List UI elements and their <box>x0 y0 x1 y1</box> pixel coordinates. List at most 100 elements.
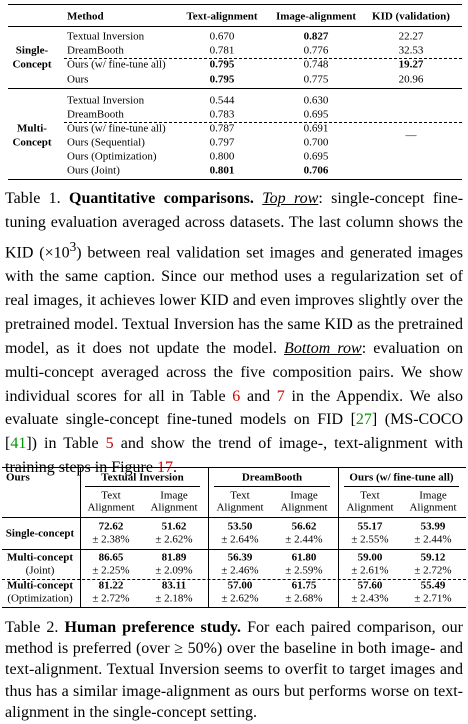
cell-value: — <box>405 129 417 142</box>
caption-text <box>254 190 262 207</box>
cell-value: 0.783 <box>209 108 235 121</box>
cell-value: 0.630 <box>303 94 329 107</box>
group-header: Ours (w/ fine-tune all) <box>349 471 454 484</box>
sub-header: Alignment <box>280 501 328 514</box>
rule <box>2 467 466 468</box>
rule <box>8 4 462 5</box>
cell-value: 0.795 <box>209 58 235 71</box>
group-label: Single- <box>15 44 49 57</box>
rule <box>214 486 330 487</box>
caption-emph: Top row <box>262 190 319 207</box>
rule <box>8 26 462 27</box>
cell-value: 83.11 <box>161 579 187 592</box>
rule <box>85 486 200 487</box>
sub-header: Text <box>101 489 121 502</box>
cell-value: 81.22 <box>98 579 124 592</box>
caption-text: : evaluation on multi-concept averaged a… <box>5 339 463 405</box>
caption-text: : single-concept fine-tuning evaluation … <box>5 190 464 262</box>
cell-value: 0.775 <box>303 73 329 86</box>
cell-value: 22.27 <box>398 30 424 43</box>
sub-header: Image <box>419 489 447 502</box>
citation[interactable]: 27 <box>355 411 372 429</box>
column-header: Method <box>67 10 104 23</box>
cell-error: ± 2.46% <box>221 564 259 577</box>
cell-value: 0.800 <box>209 150 235 163</box>
citation[interactable]: 41 <box>10 435 27 453</box>
cell-value: 56.39 <box>227 551 253 564</box>
dashed-rule <box>64 122 462 123</box>
cell-value: 0.801 <box>209 164 235 177</box>
cell-value: 72.62 <box>98 520 124 533</box>
caption-1: Table 1. Quantitative comparisons. Top r… <box>5 187 463 480</box>
cell-value: 0.695 <box>303 150 329 163</box>
cell-value: 57.00 <box>227 579 253 592</box>
cell-value: 0.797 <box>209 136 235 149</box>
cell-value: 59.12 <box>420 551 446 564</box>
cell-value: 61.75 <box>291 579 317 592</box>
sub-header: Image <box>160 489 188 502</box>
cell-error: ± 2.59% <box>285 564 323 577</box>
rule <box>8 88 462 89</box>
caption-2: Table 2. Human preference study. For eac… <box>5 617 463 723</box>
sub-header: Text <box>360 489 380 502</box>
table-ref[interactable]: 7 <box>276 387 285 405</box>
cell-value: 81.89 <box>161 551 187 564</box>
sub-header: Alignment <box>150 501 198 514</box>
method-name: Textual Inversion <box>67 30 145 43</box>
rule <box>2 607 466 608</box>
row-label: Multi-concept <box>7 579 73 592</box>
method-name: Ours (w/ fine-tune all) <box>67 58 166 71</box>
cell-value: 51.62 <box>161 520 187 533</box>
cell-value: 20.96 <box>398 73 424 86</box>
group-header: Textual Inversion <box>101 471 184 484</box>
table-ref[interactable]: 6 <box>232 387 241 405</box>
cell-error: ± 2.72% <box>92 592 130 605</box>
method-name: DreamBooth <box>67 108 124 121</box>
caption-text: and <box>240 387 277 405</box>
cell-error: ± 2.61% <box>351 564 389 577</box>
cell-error: ± 2.64% <box>221 533 259 546</box>
sub-header: Alignment <box>409 501 457 514</box>
cell-error: ± 2.09% <box>155 564 193 577</box>
cell-value: 0.776 <box>303 44 329 57</box>
cell-error: ± 2.44% <box>414 533 452 546</box>
cell-value: 0.748 <box>303 58 329 71</box>
method-name: Ours (w/ fine-tune all) <box>67 122 166 135</box>
caption-label: Table 2. <box>5 619 65 636</box>
cell-value: 56.62 <box>291 520 317 533</box>
sub-header: Image <box>290 489 318 502</box>
cell-value: 57.60 <box>357 579 383 592</box>
divider <box>338 467 339 607</box>
cell-error: ± 2.55% <box>351 533 389 546</box>
divider <box>208 467 209 607</box>
table-ref[interactable]: 5 <box>105 435 114 453</box>
cell-value: 55.49 <box>420 579 446 592</box>
rule <box>2 549 466 550</box>
cell-error: ± 2.72% <box>414 564 452 577</box>
cell-value: 0.781 <box>209 44 235 57</box>
cell-error: ± 2.25% <box>92 564 130 577</box>
cell-value: 55.17 <box>357 520 383 533</box>
cell-value: 19.27 <box>398 58 424 71</box>
cell-error: ± 2.18% <box>155 592 193 605</box>
caption-text: ]) in Table <box>26 435 106 453</box>
caption-text: ×10 <box>44 244 70 262</box>
caption-title: Human preference study. <box>64 619 242 636</box>
rule <box>2 517 466 518</box>
row-label: Single-concept <box>5 527 75 540</box>
sub-header: Text <box>230 489 250 502</box>
method-name: Ours (Optimization) <box>67 150 157 163</box>
cell-value: 0.827 <box>303 30 329 43</box>
cell-value: 0.787 <box>209 122 235 135</box>
caption-text: ] (MS-COCO [ <box>5 411 464 453</box>
cell-value: 0.706 <box>303 164 329 177</box>
row-label: (Joint) <box>25 564 55 577</box>
method-name: Ours (Sequential) <box>67 136 145 149</box>
caption-title: Quantitative comparisons. <box>69 190 254 207</box>
method-name: DreamBooth <box>67 44 124 57</box>
cell-error: ± 2.71% <box>414 592 452 605</box>
column-header: Text-alignment <box>186 10 258 23</box>
caption-text: For each paired comparison, our method i… <box>5 619 464 721</box>
cell-value: 0.691 <box>303 122 329 135</box>
